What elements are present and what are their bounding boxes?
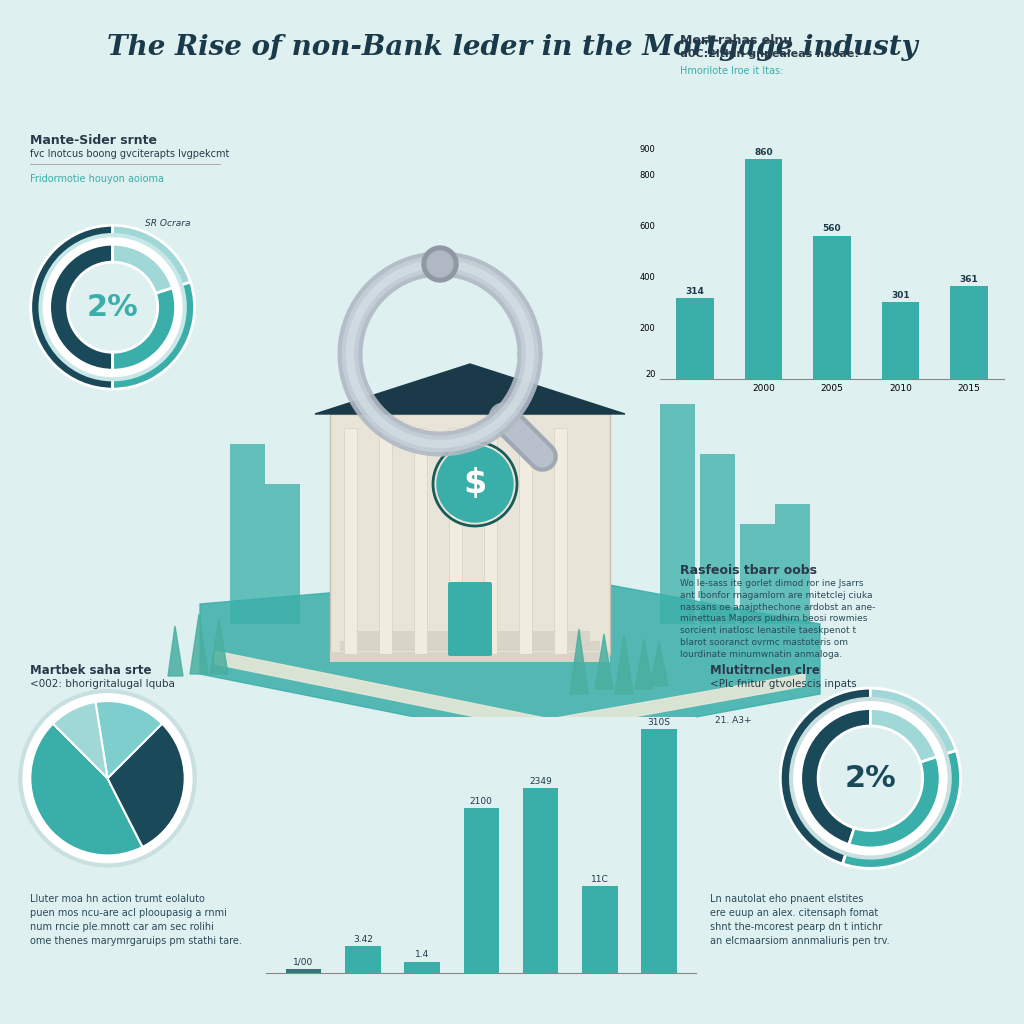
Text: 2100: 2100 (470, 797, 493, 806)
FancyBboxPatch shape (519, 428, 532, 654)
Polygon shape (168, 626, 183, 676)
Wedge shape (113, 282, 195, 389)
Text: 2%: 2% (845, 764, 896, 793)
Text: Rasfeois tbarr oobs: Rasfeois tbarr oobs (680, 564, 817, 577)
Polygon shape (650, 641, 668, 686)
Text: 361: 361 (959, 275, 979, 285)
Wedge shape (113, 225, 190, 293)
FancyBboxPatch shape (555, 428, 567, 654)
Text: 1.4: 1.4 (415, 950, 429, 959)
Polygon shape (315, 364, 625, 414)
Bar (676, 299, 714, 379)
Text: Lluter moa hn action trumt eolaluto
puen mos ncu-are acl plooupasig a rnmi
num r: Lluter moa hn action trumt eolaluto puen… (30, 894, 242, 946)
Text: Martbek saha srte: Martbek saha srte (30, 664, 152, 677)
Bar (641, 729, 677, 973)
FancyBboxPatch shape (330, 414, 610, 654)
Text: $: $ (464, 468, 486, 501)
Circle shape (437, 446, 513, 522)
FancyBboxPatch shape (775, 504, 810, 624)
FancyBboxPatch shape (660, 404, 695, 624)
Wedge shape (30, 723, 143, 856)
Text: Ln nautolat eho pnaent elstites
ere euup an alex. citensaph fomat
shnt the-mcore: Ln nautolat eho pnaent elstites ere euup… (710, 894, 890, 946)
Polygon shape (615, 634, 633, 694)
Bar (404, 962, 440, 973)
FancyBboxPatch shape (344, 428, 357, 654)
Text: 1/00: 1/00 (294, 957, 313, 967)
Bar (813, 236, 851, 379)
Circle shape (427, 251, 453, 278)
Text: 21. A3+: 21. A3+ (715, 716, 752, 725)
Text: 314: 314 (685, 288, 705, 297)
FancyBboxPatch shape (449, 582, 492, 656)
FancyBboxPatch shape (230, 444, 265, 624)
Bar (882, 302, 920, 379)
Text: Mante-Sider srnte: Mante-Sider srnte (30, 134, 157, 147)
FancyBboxPatch shape (700, 454, 735, 624)
Polygon shape (200, 574, 820, 744)
Bar (744, 159, 782, 379)
Text: Mlutitrnclen clre: Mlutitrnclen clre (710, 664, 820, 677)
Text: Mert-rahas elnu: Mert-rahas elnu (680, 34, 793, 47)
FancyBboxPatch shape (415, 428, 427, 654)
Polygon shape (570, 629, 588, 694)
FancyBboxPatch shape (740, 524, 775, 624)
FancyBboxPatch shape (380, 428, 392, 654)
FancyBboxPatch shape (484, 428, 498, 654)
Bar (522, 788, 558, 973)
Polygon shape (190, 614, 208, 674)
Wedge shape (780, 688, 870, 864)
Polygon shape (215, 651, 805, 732)
Text: 11C: 11C (591, 876, 608, 884)
Text: <002: bhorigritalugal Iquba: <002: bhorigritalugal Iquba (30, 679, 175, 689)
Polygon shape (595, 634, 613, 689)
Text: Fridormotie houyon aoioma: Fridormotie houyon aoioma (30, 174, 164, 184)
Text: <Plc fnitur gtvolescis inpats: <Plc fnitur gtvolescis inpats (710, 679, 857, 689)
Circle shape (422, 246, 458, 282)
Wedge shape (870, 688, 956, 762)
Text: 2%: 2% (87, 293, 138, 322)
Text: fvc Inotcus boong gvciterapts lvgpekcmt: fvc Inotcus boong gvciterapts lvgpekcmt (30, 150, 229, 159)
Text: Hmorilote lroe it ltas:: Hmorilote lroe it ltas: (680, 66, 783, 76)
FancyBboxPatch shape (350, 631, 590, 641)
Wedge shape (52, 701, 108, 778)
Text: 2349: 2349 (529, 777, 552, 786)
Text: 3.42: 3.42 (353, 935, 373, 943)
Polygon shape (635, 639, 653, 689)
Bar (950, 287, 988, 379)
FancyBboxPatch shape (340, 641, 600, 651)
Wedge shape (108, 723, 185, 848)
Polygon shape (210, 618, 228, 674)
Bar (345, 946, 381, 973)
Text: The Rise of non-Bank leder in the Mortgage industy: The Rise of non-Bank leder in the Mortga… (106, 34, 918, 61)
Text: SR Ocrara: SR Ocrara (145, 219, 190, 228)
Text: 310S: 310S (647, 718, 671, 727)
FancyBboxPatch shape (330, 652, 610, 662)
Text: 860: 860 (754, 147, 773, 157)
FancyBboxPatch shape (450, 428, 463, 654)
Text: 560: 560 (822, 224, 842, 233)
Wedge shape (95, 700, 163, 778)
Bar (582, 887, 617, 973)
Wedge shape (843, 751, 961, 868)
FancyBboxPatch shape (265, 484, 300, 624)
Wedge shape (31, 225, 113, 389)
Text: Wo le-sass ite gorlet dimod ror ine Jsarrs
ant Ibonfor rnagamlorn are mitetclej : Wo le-sass ite gorlet dimod ror ine Jsar… (680, 579, 876, 658)
Text: lf hvpyiops: lf hvpyiops (130, 729, 179, 738)
Text: 301: 301 (891, 291, 910, 300)
Text: 7-9l: 7-9l (95, 714, 113, 723)
Bar (464, 808, 499, 973)
Text: d0C:2lthin gnpealeas nooae!: d0C:2lthin gnpealeas nooae! (680, 49, 859, 59)
Text: 8. 180+: 8. 180+ (840, 716, 877, 725)
Bar (286, 969, 322, 973)
